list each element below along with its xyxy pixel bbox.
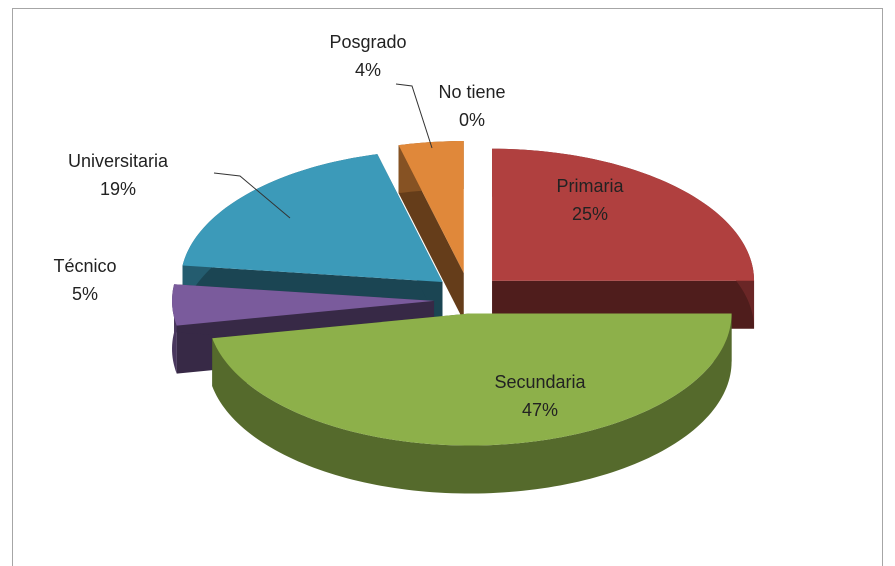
leader-line (213, 172, 291, 219)
slice (398, 141, 464, 322)
slice (212, 313, 732, 494)
data-label: Primaria 25% (556, 176, 624, 224)
label-name: Posgrado (329, 32, 406, 52)
label-name: Secundaria (494, 372, 586, 392)
label-name: Universitaria (68, 151, 169, 171)
label-value: 19% (100, 179, 136, 199)
label-name: No tiene (438, 82, 505, 102)
slices (172, 141, 755, 494)
label-value: 4% (355, 60, 381, 80)
slice (492, 148, 755, 281)
slice (398, 141, 464, 274)
slice (172, 284, 435, 326)
label-name: Técnico (53, 256, 116, 276)
data-label: Secundaria 47% (494, 372, 586, 420)
label-value: 5% (72, 284, 98, 304)
data-label: Universitaria 19% (68, 151, 169, 199)
labels: Primaria 25% Secundaria 47% Técnico 5% Univers… (53, 32, 624, 420)
slice-edge (212, 313, 732, 494)
data-label: No tiene 0% (438, 82, 505, 130)
slice (212, 313, 732, 446)
slice (182, 154, 443, 283)
data-label: Posgrado 4% (329, 32, 406, 80)
label-value: 25% (572, 204, 608, 224)
label-name: Primaria (556, 176, 624, 196)
leader-line (395, 83, 433, 149)
label-value: 47% (522, 400, 558, 420)
label-value: 0% (459, 110, 485, 130)
data-label: Técnico 5% (53, 256, 116, 304)
